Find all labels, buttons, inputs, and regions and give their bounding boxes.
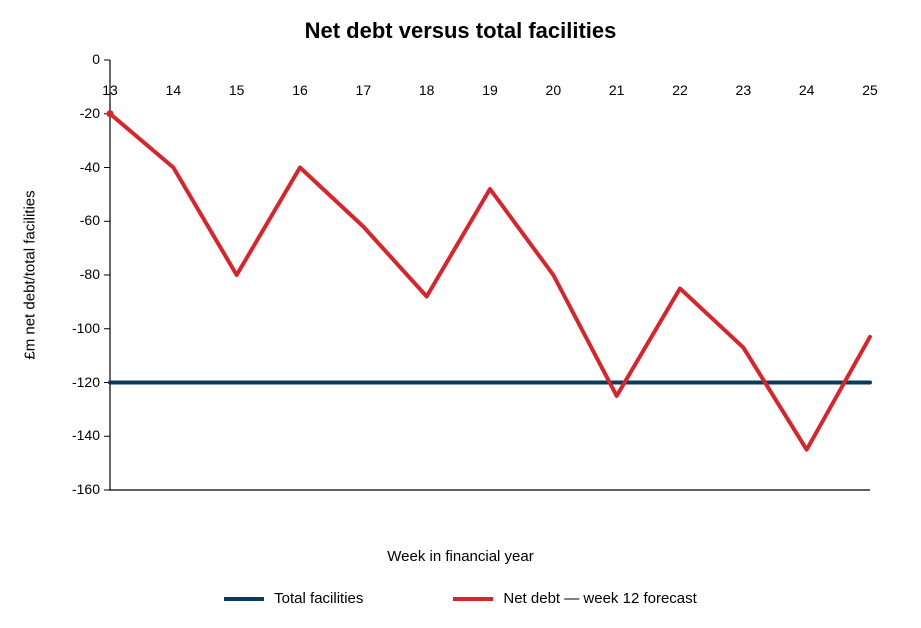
x-category-label: 17 <box>356 82 372 98</box>
legend-item: Net debt — week 12 forecast <box>453 590 696 607</box>
x-category-label: 24 <box>799 82 815 98</box>
y-tick-label: -100 <box>72 320 100 336</box>
legend-swatch <box>453 597 493 601</box>
chart-plot <box>0 0 921 628</box>
x-category-label: 14 <box>166 82 182 98</box>
legend-swatch <box>224 597 264 601</box>
x-category-label: 16 <box>292 82 308 98</box>
y-tick-label: -20 <box>80 105 100 121</box>
legend: Total facilities Net debt — week 12 forec… <box>0 590 921 607</box>
x-category-label: 25 <box>862 82 878 98</box>
y-tick-label: 0 <box>92 51 100 67</box>
x-category-label: 19 <box>482 82 498 98</box>
x-category-label: 21 <box>609 82 625 98</box>
x-category-label: 22 <box>672 82 688 98</box>
legend-label: Total facilities <box>274 590 363 607</box>
y-tick-label: -160 <box>72 481 100 497</box>
x-category-label: 20 <box>546 82 562 98</box>
chart-container: Net debt versus total facilities £m net … <box>0 0 921 628</box>
y-tick-label: -120 <box>72 374 100 390</box>
y-tick-label: -60 <box>80 212 100 228</box>
x-category-label: 13 <box>102 82 118 98</box>
x-category-label: 18 <box>419 82 435 98</box>
x-axis-label: Week in financial year <box>0 548 921 565</box>
x-category-label: 15 <box>229 82 245 98</box>
y-tick-label: -80 <box>80 266 100 282</box>
x-category-label: 23 <box>736 82 752 98</box>
y-tick-label: -40 <box>80 159 100 175</box>
y-tick-label: -140 <box>72 427 100 443</box>
legend-label: Net debt — week 12 forecast <box>503 590 696 607</box>
legend-item: Total facilities <box>224 590 363 607</box>
